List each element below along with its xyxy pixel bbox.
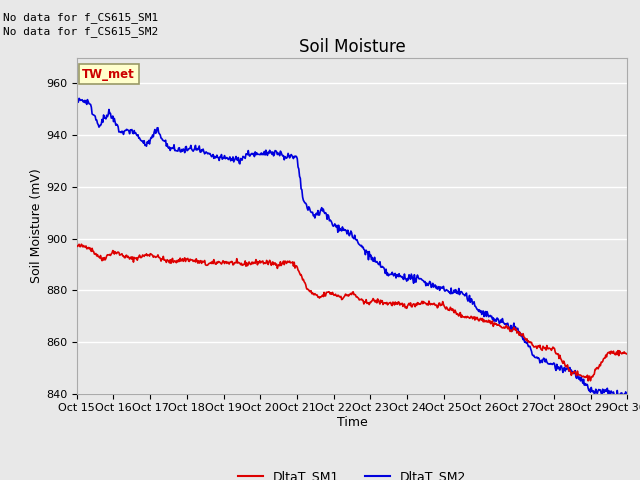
Text: No data for f_CS615_SM2: No data for f_CS615_SM2 [3, 26, 159, 37]
Text: TW_met: TW_met [83, 68, 135, 81]
X-axis label: Time: Time [337, 416, 367, 429]
Legend: DltaT_SM1, DltaT_SM2: DltaT_SM1, DltaT_SM2 [233, 465, 471, 480]
Y-axis label: Soil Moisture (mV): Soil Moisture (mV) [30, 168, 43, 283]
Title: Soil Moisture: Soil Moisture [299, 38, 405, 56]
Text: No data for f_CS615_SM1: No data for f_CS615_SM1 [3, 12, 159, 23]
